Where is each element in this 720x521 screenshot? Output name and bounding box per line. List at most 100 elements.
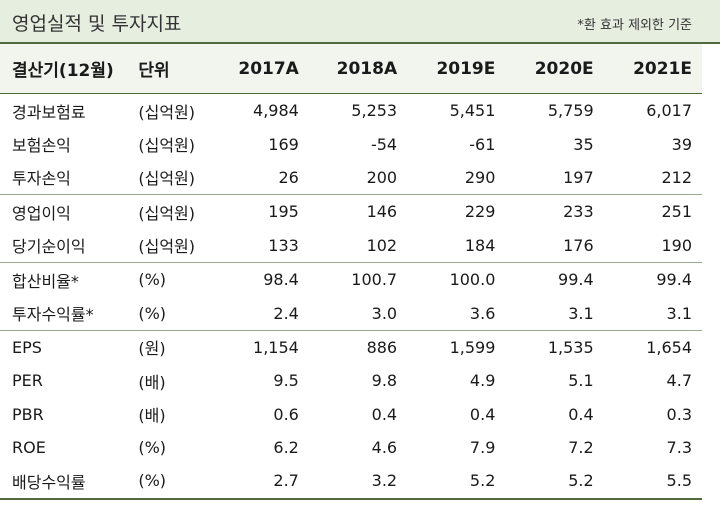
cell-value: 233 [563,202,594,222]
cell-value: 1,535 [547,337,594,357]
cell-value: 3.2 [308,464,408,500]
cell-value: 251 [661,202,692,222]
cell-value: 3.0 [308,296,408,331]
cell-value: 1,154 [253,337,299,357]
row-unit: (십억원) [128,160,211,196]
row-unit: (십억원) [138,203,196,223]
cell-value: 100.0 [449,270,496,290]
table-row: 보험손익 (십억원) 169 -54 -61 35 39 [0,127,702,160]
cell-value: 229 [464,202,496,222]
row-unit: (%) [138,270,167,290]
report-header: 영업실적 및 투자지표 *환 효과 제외한 기준 [0,0,720,44]
row-unit: (원) [138,339,166,359]
cell-value: 0.4 [371,404,398,424]
row-label: ROE [12,438,46,458]
cell-value: 99.4 [656,270,692,290]
row-unit: (십억원) [138,136,196,156]
table-row: 투자수익률* (%) 2.4 3.0 3.6 3.1 3.1 [0,296,702,331]
cell-value: 26 [210,160,309,196]
cell-value: 176 [505,228,604,263]
row-label: EPS [12,337,42,357]
table-row: 영업이익 (십억원) 195 146 229 233 251 [0,195,702,229]
table-row: PER (배) 9.5 9.8 4.9 5.1 4.7 [0,364,702,397]
cell-value: 886 [366,337,398,357]
cell-value: 0.6 [273,404,299,424]
row-unit: (십억원) [128,228,211,263]
cell-value: 9.8 [371,371,398,391]
cell-value: 146 [366,202,398,222]
table-row: ROE (%) 6.2 4.6 7.9 7.2 7.3 [0,431,702,464]
cell-value: 5.2 [407,464,506,500]
cell-value: 3.1 [505,296,604,331]
cell-value: 5.1 [568,371,594,391]
cell-value: -54 [370,134,398,154]
cell-value: 200 [308,160,408,196]
table-row: 당기순이익 (십억원) 133 102 184 176 190 [0,228,702,263]
row-label: 당기순이익 [0,228,129,263]
cell-value: 100.7 [351,270,398,290]
financial-table: 결산기(12월) 단위 2017A 2018A 2019E 2020E 2021… [0,44,702,500]
cell-value: 5,759 [547,101,594,121]
row-label: PBR [12,404,44,424]
cell-value: 4,984 [253,101,299,121]
cell-value: 290 [407,160,506,196]
table-row: PBR (배) 0.6 0.4 0.4 0.4 0.3 [0,398,702,431]
cell-value: 102 [308,228,408,263]
column-header: 2020E [505,44,604,94]
cell-value: 169 [268,134,299,154]
row-label: 합산비율* [12,271,79,291]
column-header: 결산기(12월) [0,44,129,94]
row-unit: (배) [138,406,166,426]
column-header: 2021E [603,44,702,94]
table-row: 배당수익률 (%) 2.7 3.2 5.2 5.2 5.5 [0,464,702,500]
cell-value: 39 [671,134,692,154]
cell-value: 4.7 [666,371,692,391]
row-unit: (%) [128,296,211,331]
cell-value: 35 [573,134,594,154]
cell-value: 5,451 [449,101,496,121]
cell-value: 7.3 [666,438,692,458]
cell-value: 6,017 [646,101,692,121]
row-label: 영업이익 [12,203,71,223]
cell-value: 2.4 [210,296,309,331]
row-label: PER [12,371,43,391]
cell-value: -61 [469,134,496,154]
table-row: EPS (원) 1,154 886 1,599 1,535 1,654 [0,330,702,364]
cell-value: 1,599 [449,337,496,357]
row-label: 투자손익 [0,160,129,196]
cell-value: 2.7 [210,464,309,500]
cell-value: 5,253 [351,101,398,121]
row-unit: (%) [128,464,211,500]
cell-value: 6.2 [273,438,299,458]
cell-value: 184 [407,228,506,263]
cell-value: 212 [603,160,702,196]
table-row: 투자손익 (십억원) 26 200 290 197 212 [0,160,702,196]
cell-value: 195 [268,202,299,222]
row-unit: (배) [138,372,166,392]
page-title: 영업실적 및 투자지표 [12,13,182,35]
cell-value: 7.9 [469,438,496,458]
cell-value: 7.2 [568,438,594,458]
table-row: 경과보험료 (십억원) 4,984 5,253 5,451 5,759 6,01… [0,94,702,128]
column-header: 단위 [128,44,211,94]
row-label: 보험손익 [12,136,71,156]
cell-value: 133 [210,228,309,263]
table-header-row: 결산기(12월) 단위 2017A 2018A 2019E 2020E 2021… [0,44,702,94]
cell-value: 98.4 [263,270,299,290]
cell-value: 190 [603,228,702,263]
cell-value: 0.4 [469,404,496,424]
row-label: 투자수익률* [0,296,129,331]
table-row: 합산비율* (%) 98.4 100.7 100.0 99.4 99.4 [0,262,702,296]
cell-value: 5.5 [603,464,702,500]
cell-value: 4.9 [469,371,496,391]
cell-value: 3.6 [407,296,506,331]
footnote: *환 효과 제외한 기준 [577,18,692,33]
cell-value: 1,654 [646,337,692,357]
column-header: 2018A [308,44,408,94]
cell-value: 197 [505,160,604,196]
cell-value: 3.1 [603,296,702,331]
column-header: 2019E [407,44,506,94]
cell-value: 9.5 [273,371,299,391]
row-unit: (%) [138,438,167,458]
column-header: 2017A [210,44,309,94]
